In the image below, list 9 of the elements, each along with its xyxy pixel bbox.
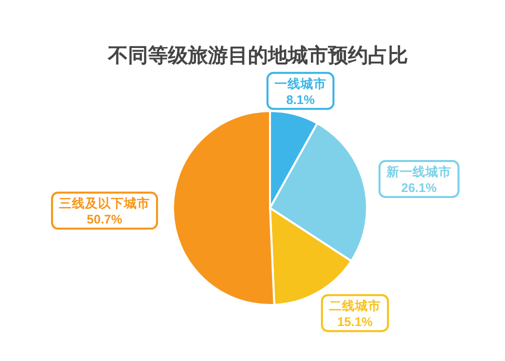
- data-label: 50.7%: [86, 212, 122, 227]
- data-label: 8.1%: [286, 92, 315, 107]
- data-label: 26.1%: [401, 181, 437, 196]
- data-label: 15.1%: [337, 315, 373, 330]
- slice-label: 新一线城市: [385, 164, 452, 180]
- slice-label: 三线及以下城市: [59, 196, 150, 211]
- slice-label: 一线城市: [274, 76, 326, 91]
- slice-label: 二线城市: [328, 298, 381, 314]
- chart-title: 不同等级旅游目的地城市预约占比: [107, 44, 408, 67]
